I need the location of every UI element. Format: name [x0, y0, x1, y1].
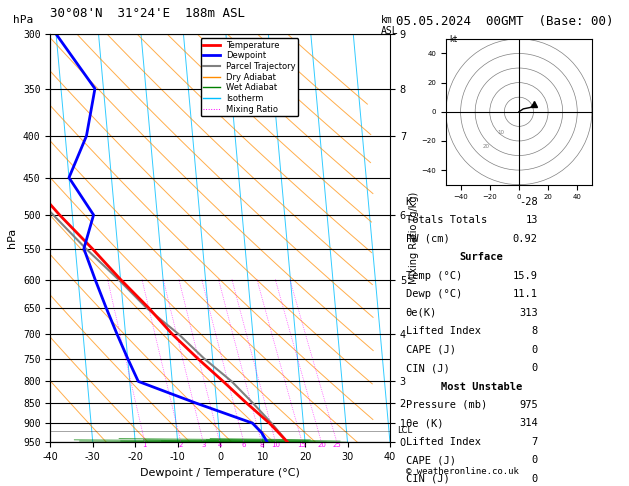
- Text: 11.1: 11.1: [513, 289, 538, 299]
- Text: Surface: Surface: [459, 252, 503, 262]
- Text: 4: 4: [218, 442, 222, 448]
- Y-axis label: Mixing Ratio (g/kg): Mixing Ratio (g/kg): [409, 192, 419, 284]
- Text: 8: 8: [532, 326, 538, 336]
- Text: LCL: LCL: [397, 426, 412, 435]
- Text: 05.05.2024  00GMT  (Base: 00): 05.05.2024 00GMT (Base: 00): [396, 15, 614, 28]
- Text: Dewp (°C): Dewp (°C): [406, 289, 462, 299]
- Text: Totals Totals: Totals Totals: [406, 215, 487, 226]
- Text: 8: 8: [259, 442, 264, 448]
- Text: 6: 6: [242, 442, 246, 448]
- Text: CIN (J): CIN (J): [406, 474, 450, 484]
- Text: 7: 7: [532, 437, 538, 447]
- Text: 13: 13: [525, 215, 538, 226]
- Text: 15: 15: [298, 442, 306, 448]
- Text: 0: 0: [532, 345, 538, 355]
- Text: © weatheronline.co.uk: © weatheronline.co.uk: [406, 467, 518, 476]
- Text: K: K: [406, 197, 412, 207]
- Text: 0.92: 0.92: [513, 234, 538, 244]
- Text: 0: 0: [532, 455, 538, 466]
- Text: 0: 0: [532, 474, 538, 484]
- Text: 25: 25: [333, 442, 342, 448]
- Text: CIN (J): CIN (J): [406, 363, 450, 373]
- Text: CAPE (J): CAPE (J): [406, 345, 455, 355]
- Text: 313: 313: [519, 308, 538, 318]
- Text: 20: 20: [317, 442, 326, 448]
- Text: 314: 314: [519, 418, 538, 429]
- Text: Lifted Index: Lifted Index: [406, 437, 481, 447]
- Text: θe(K): θe(K): [406, 308, 437, 318]
- Text: km
ASL: km ASL: [381, 15, 398, 36]
- Text: 30°08'N  31°24'E  188m ASL: 30°08'N 31°24'E 188m ASL: [50, 7, 245, 20]
- Text: 1: 1: [143, 442, 147, 448]
- Text: 975: 975: [519, 400, 538, 410]
- Text: 10: 10: [497, 130, 504, 135]
- Text: PW (cm): PW (cm): [406, 234, 450, 244]
- Text: -28: -28: [519, 197, 538, 207]
- Text: θe (K): θe (K): [406, 418, 443, 429]
- Text: 10: 10: [271, 442, 280, 448]
- Text: Temp (°C): Temp (°C): [406, 271, 462, 281]
- Text: 0: 0: [532, 363, 538, 373]
- Text: CAPE (J): CAPE (J): [406, 455, 455, 466]
- Text: 15.9: 15.9: [513, 271, 538, 281]
- Text: 2: 2: [179, 442, 183, 448]
- Y-axis label: hPa: hPa: [8, 228, 18, 248]
- Text: Pressure (mb): Pressure (mb): [406, 400, 487, 410]
- Text: 20: 20: [482, 144, 489, 149]
- Legend: Temperature, Dewpoint, Parcel Trajectory, Dry Adiabat, Wet Adiabat, Isotherm, Mi: Temperature, Dewpoint, Parcel Trajectory…: [201, 38, 299, 116]
- Text: Lifted Index: Lifted Index: [406, 326, 481, 336]
- Text: 3: 3: [201, 442, 206, 448]
- Text: hPa: hPa: [13, 15, 33, 25]
- Text: kt: kt: [449, 35, 457, 44]
- Text: Most Unstable: Most Unstable: [440, 382, 522, 392]
- X-axis label: Dewpoint / Temperature (°C): Dewpoint / Temperature (°C): [140, 468, 300, 478]
